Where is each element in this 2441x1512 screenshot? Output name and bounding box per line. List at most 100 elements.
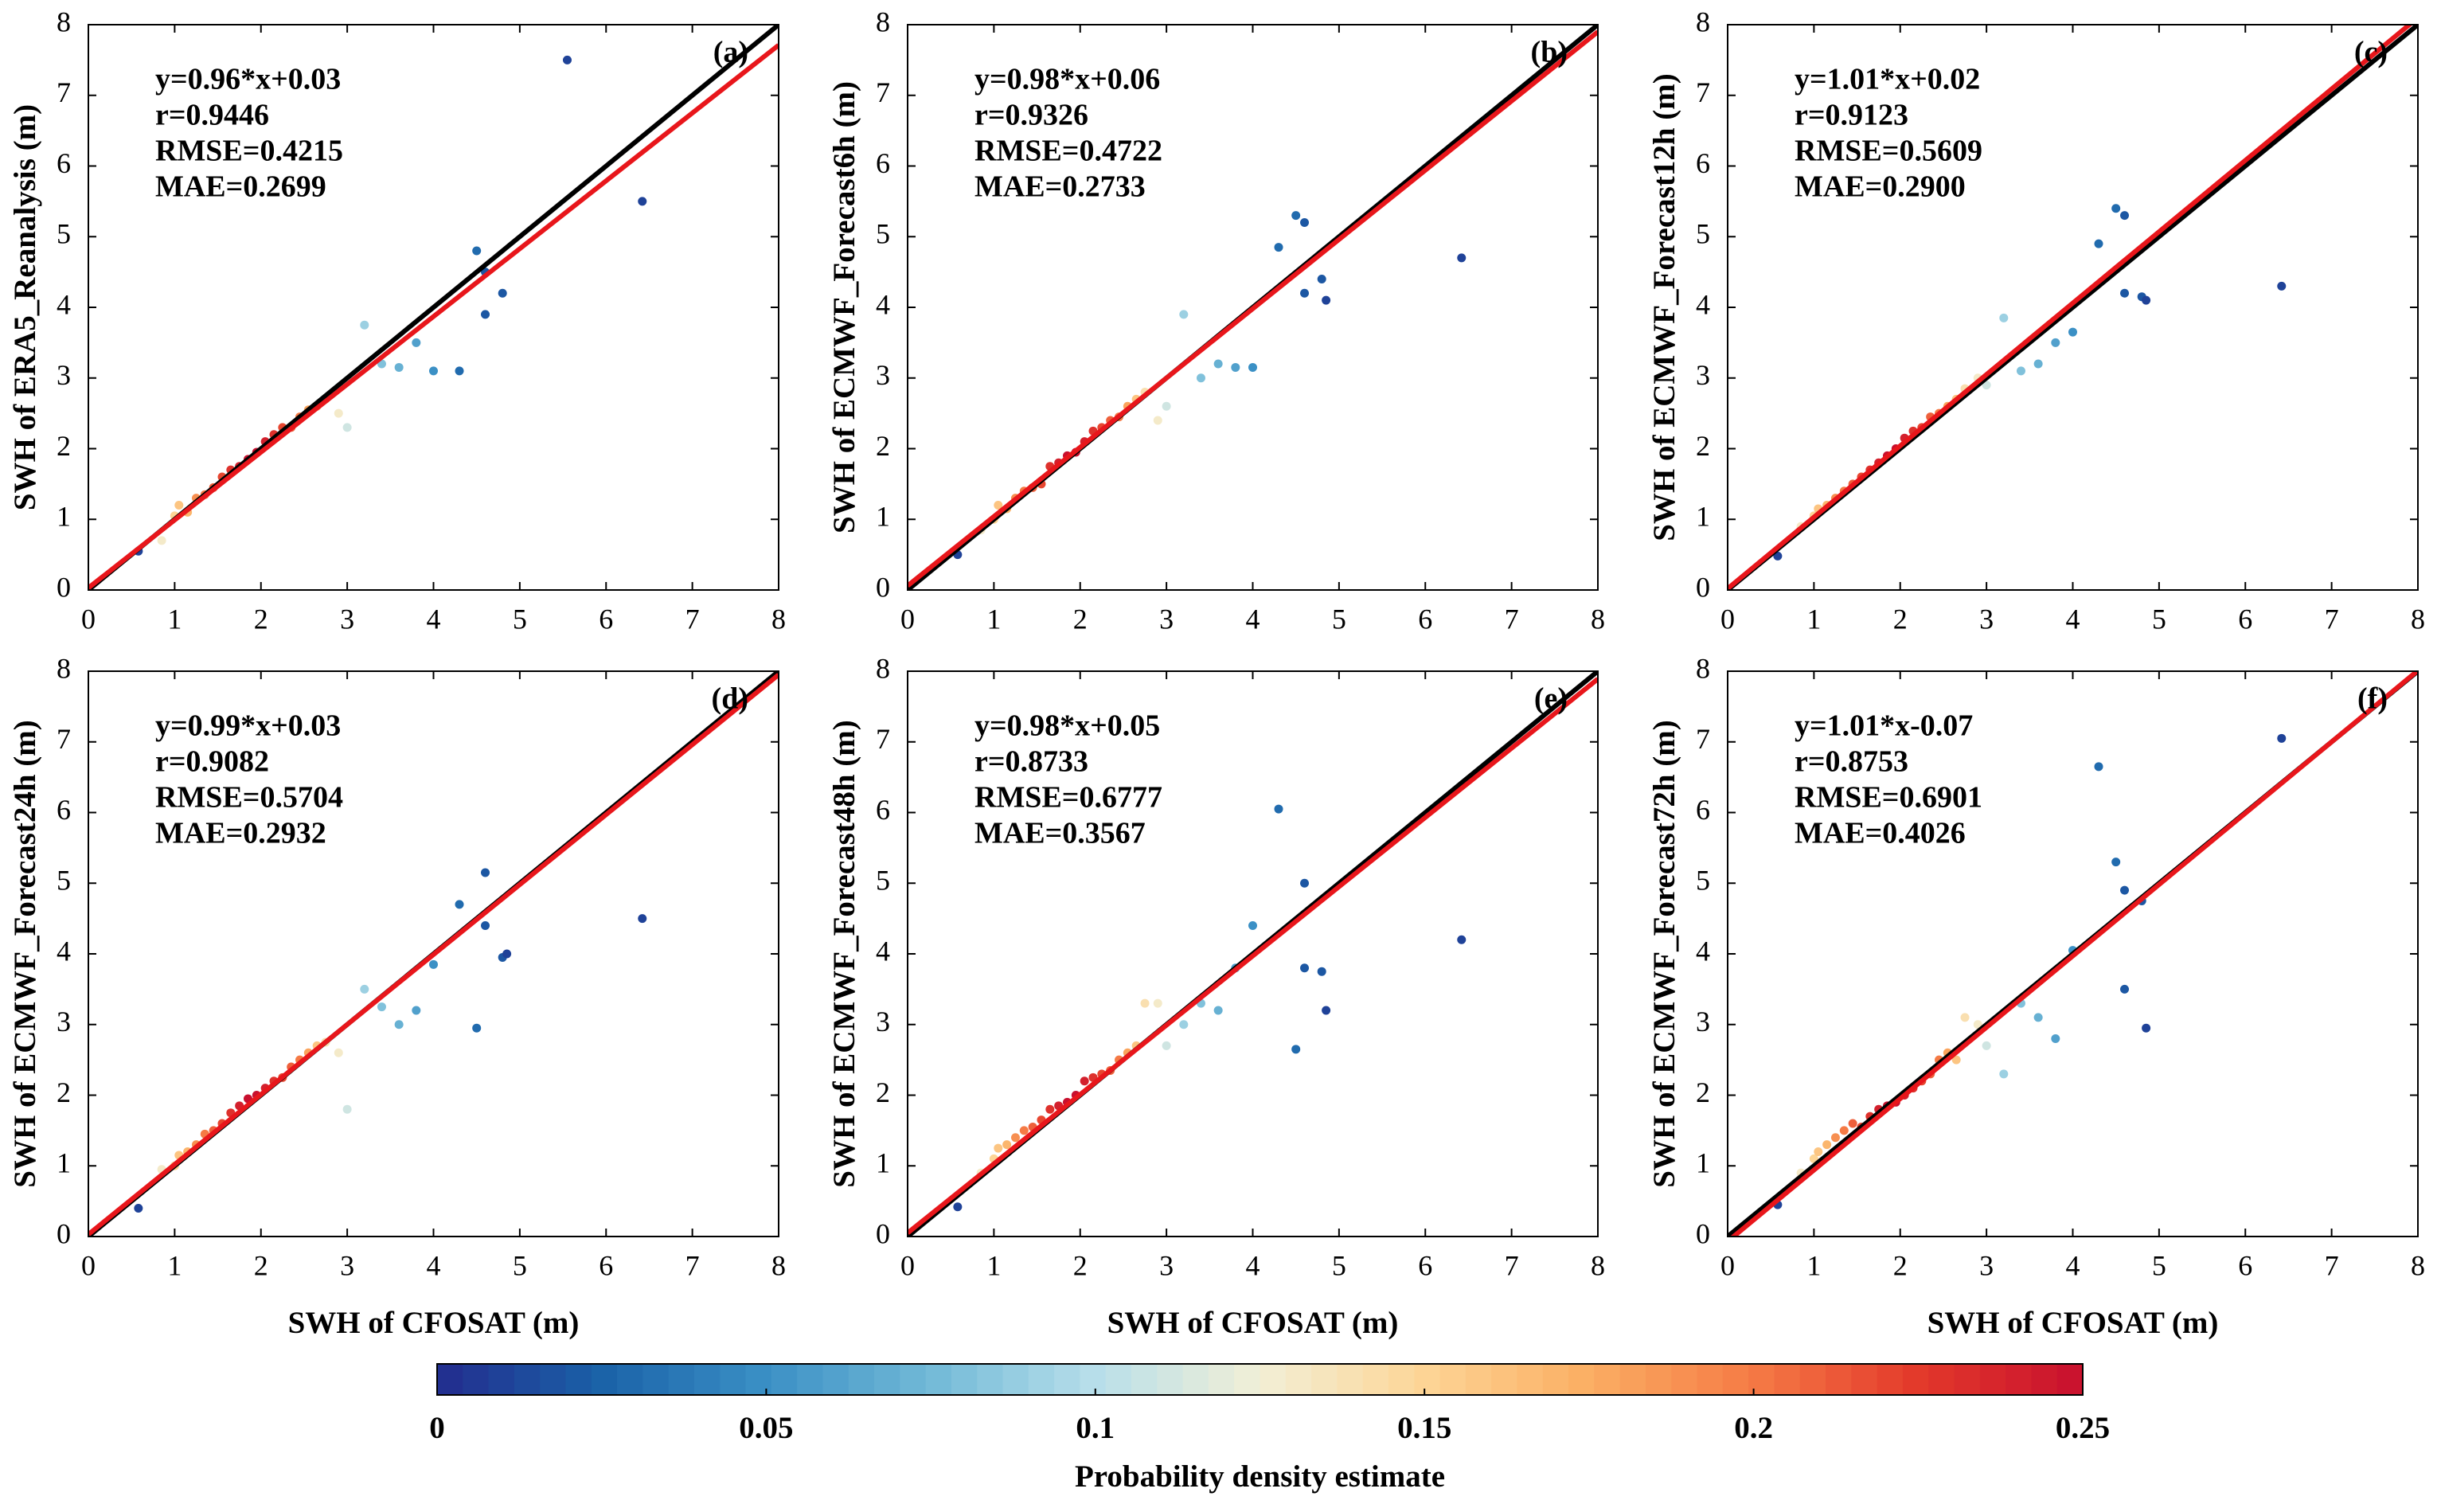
y-tick-label: 0 xyxy=(876,1217,890,1249)
annotation: RMSE=0.6777 xyxy=(974,781,1162,815)
annotation: MAE=0.2900 xyxy=(1795,170,1966,204)
colorbar-segment xyxy=(1954,1364,1981,1395)
point xyxy=(2142,295,2151,305)
x-tick-label: 4 xyxy=(427,603,441,635)
y-tick-label: 6 xyxy=(876,794,890,826)
point xyxy=(481,310,490,319)
x-tick-label: 2 xyxy=(1893,603,1908,635)
point xyxy=(1045,1104,1055,1114)
point xyxy=(481,921,490,930)
y-tick-label: 8 xyxy=(1696,6,1710,37)
panel-label: (e) xyxy=(1534,682,1568,716)
point xyxy=(2120,885,2130,895)
point xyxy=(1999,313,2009,322)
point xyxy=(1848,1119,1857,1128)
y-tick-label: 8 xyxy=(876,652,890,684)
x-tick-label: 1 xyxy=(986,603,1001,635)
y-tick-label: 8 xyxy=(57,652,71,684)
point xyxy=(472,246,482,256)
colorbar-segment xyxy=(437,1364,463,1395)
colorbar-segment xyxy=(1285,1364,1312,1395)
y-tick-label: 7 xyxy=(876,723,890,755)
colorbar-segment xyxy=(1465,1364,1492,1395)
colorbar-segment xyxy=(642,1364,670,1395)
x-tick-label: 2 xyxy=(254,1249,268,1281)
y-tick-label: 6 xyxy=(1696,147,1710,179)
y-tick-label: 4 xyxy=(1696,935,1710,967)
y-tick-label: 2 xyxy=(876,430,890,462)
point xyxy=(2277,281,2287,291)
point xyxy=(342,1104,352,1114)
point xyxy=(1140,998,1150,1008)
y-tick-label: 5 xyxy=(1696,865,1710,897)
x-tick-label: 8 xyxy=(771,603,786,635)
point xyxy=(412,338,421,347)
y-tick-label: 4 xyxy=(57,288,71,320)
y-tick-label: 5 xyxy=(876,218,890,250)
plot xyxy=(1728,25,2418,590)
colorbar-tick-label: 0.25 xyxy=(2056,1411,2110,1445)
x-tick-label: 1 xyxy=(1806,603,1821,635)
point xyxy=(2068,327,2077,337)
colorbar-segment xyxy=(1491,1364,1517,1395)
colorbar-segment xyxy=(1439,1364,1467,1395)
y-axis-label: SWH of ECMWF_Forecast24h (m) xyxy=(8,720,42,1187)
x-tick-label: 5 xyxy=(513,1249,527,1281)
point xyxy=(1291,1045,1301,1054)
point xyxy=(2094,762,2103,772)
colorbar-segment xyxy=(1697,1364,1724,1395)
x-tick-label: 8 xyxy=(771,1249,786,1281)
colorbar-segment xyxy=(1722,1364,1749,1395)
reference-line xyxy=(1728,25,2413,590)
x-tick-label: 6 xyxy=(1418,603,1432,635)
colorbar-segment xyxy=(514,1364,541,1395)
x-tick-label: 1 xyxy=(167,603,182,635)
plot xyxy=(908,25,1598,590)
point xyxy=(481,868,490,877)
reference-line xyxy=(908,677,1598,1235)
x-tick-label: 7 xyxy=(1505,1249,1519,1281)
colorbar-segment xyxy=(874,1364,900,1395)
y-tick-label: 8 xyxy=(57,6,71,37)
x-axis-label: SWH of CFOSAT (m) xyxy=(1927,1306,2219,1340)
x-tick-label: 8 xyxy=(1591,603,1605,635)
colorbar-segment xyxy=(1080,1364,1107,1395)
point xyxy=(1162,401,1171,411)
colorbar-segment xyxy=(565,1364,592,1395)
annotation: MAE=0.4026 xyxy=(1795,817,1966,850)
y-tick-label: 3 xyxy=(1696,359,1710,391)
y-tick-label: 1 xyxy=(57,1147,71,1179)
x-tick-label: 3 xyxy=(1159,603,1174,635)
colorbar-segment xyxy=(1028,1364,1055,1395)
x-tick-label: 1 xyxy=(986,1249,1001,1281)
colorbar-segment xyxy=(1182,1364,1209,1395)
x-tick-label: 7 xyxy=(685,1249,700,1281)
colorbar-segment xyxy=(1851,1364,1878,1395)
point xyxy=(1248,921,1257,930)
colorbar-segment xyxy=(977,1364,1004,1395)
point xyxy=(502,949,512,959)
point xyxy=(1822,1140,1832,1150)
colorbar-tick-label: 0.05 xyxy=(739,1411,793,1445)
colorbar-tick-label: 0 xyxy=(429,1411,445,1445)
x-tick-label: 0 xyxy=(900,1249,915,1281)
colorbar-segment xyxy=(1105,1364,1132,1395)
y-axis-label: SWH of ERA5_Reanalysis (m) xyxy=(8,104,42,510)
x-tick-label: 2 xyxy=(1073,603,1088,635)
y-tick-label: 2 xyxy=(876,1076,890,1108)
colorbar-segment xyxy=(540,1364,566,1395)
annotation: y=1.01*x-0.07 xyxy=(1795,709,1973,743)
y-tick-label: 4 xyxy=(57,935,71,967)
y-tick-label: 7 xyxy=(876,76,890,108)
point xyxy=(1830,1133,1840,1143)
point xyxy=(174,501,184,510)
y-tick-label: 5 xyxy=(1696,218,1710,250)
y-tick-label: 6 xyxy=(876,147,890,179)
point xyxy=(994,1143,1003,1153)
point xyxy=(412,1006,421,1015)
y-tick-label: 8 xyxy=(1696,652,1710,684)
point xyxy=(562,55,572,64)
point xyxy=(498,288,507,298)
point xyxy=(334,1048,343,1057)
